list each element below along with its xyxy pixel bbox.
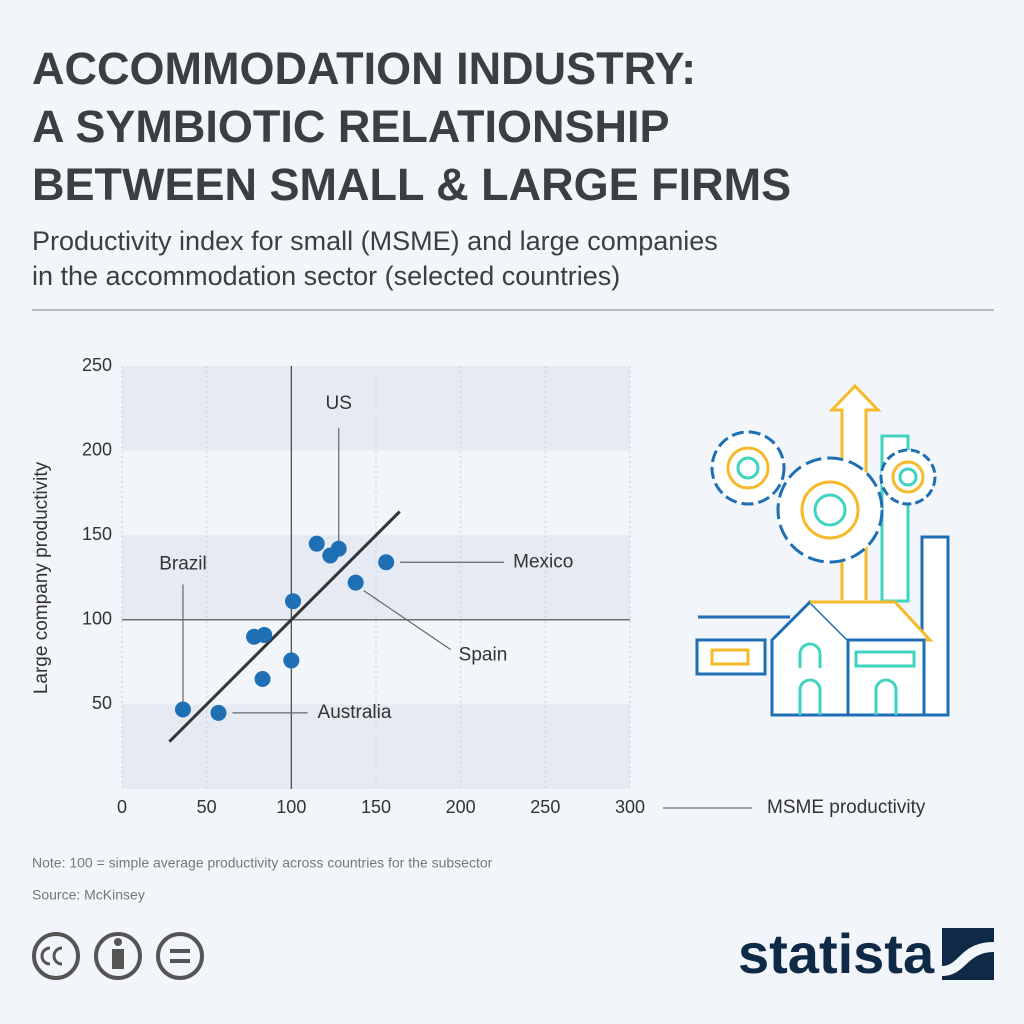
x-tick-label: 300 — [615, 797, 645, 817]
point — [283, 652, 300, 669]
chart-title: A SYMBIOTIC RELATIONSHIP — [32, 101, 670, 152]
y-tick-label: 150 — [82, 524, 112, 544]
source: Source: McKinsey — [32, 887, 145, 903]
chart-title: BETWEEN SMALL & LARGE FIRMS — [32, 159, 791, 210]
trend-line — [168, 510, 401, 743]
illustration — [695, 383, 950, 717]
point — [256, 627, 273, 644]
point-label: Spain — [459, 645, 508, 666]
y-axis-label: Large company productivity — [31, 461, 52, 694]
y-tick-label: 100 — [82, 609, 112, 629]
chart-subtitle: in the accommodation sector (selected co… — [32, 261, 620, 291]
point-label: Brazil — [159, 553, 207, 574]
x-tick-label: 100 — [276, 797, 306, 817]
chart-title: ACCOMMODATION INDUSTRY: — [32, 43, 696, 94]
x-tick-label: 150 — [361, 797, 391, 817]
point-label: Mexico — [513, 551, 573, 572]
x-tick-label: 200 — [446, 797, 476, 817]
point — [378, 554, 395, 571]
note: Note: 100 = simple average productivity … — [32, 855, 493, 871]
leader-line — [363, 590, 452, 651]
point-label: Australia — [318, 702, 392, 723]
x-tick-label: 0 — [117, 797, 127, 817]
x-tick-label: 250 — [530, 797, 560, 817]
y-tick-label: 250 — [82, 355, 112, 375]
point-label: US — [326, 393, 352, 414]
license-icons — [32, 932, 204, 980]
point — [347, 574, 364, 591]
brand-logo: statista — [738, 922, 935, 985]
y-tick-label: 200 — [82, 439, 112, 459]
x-axis-label: MSME productivity — [767, 797, 926, 818]
chart-subtitle: Productivity index for small (MSME) and … — [32, 226, 718, 256]
x-tick-label: 50 — [197, 797, 217, 817]
point — [174, 701, 191, 718]
point — [210, 704, 227, 721]
point — [285, 593, 302, 610]
y-tick-label: 50 — [92, 693, 112, 713]
point — [254, 671, 271, 688]
brand-mark — [942, 928, 994, 980]
point — [308, 535, 325, 552]
point — [330, 540, 347, 557]
